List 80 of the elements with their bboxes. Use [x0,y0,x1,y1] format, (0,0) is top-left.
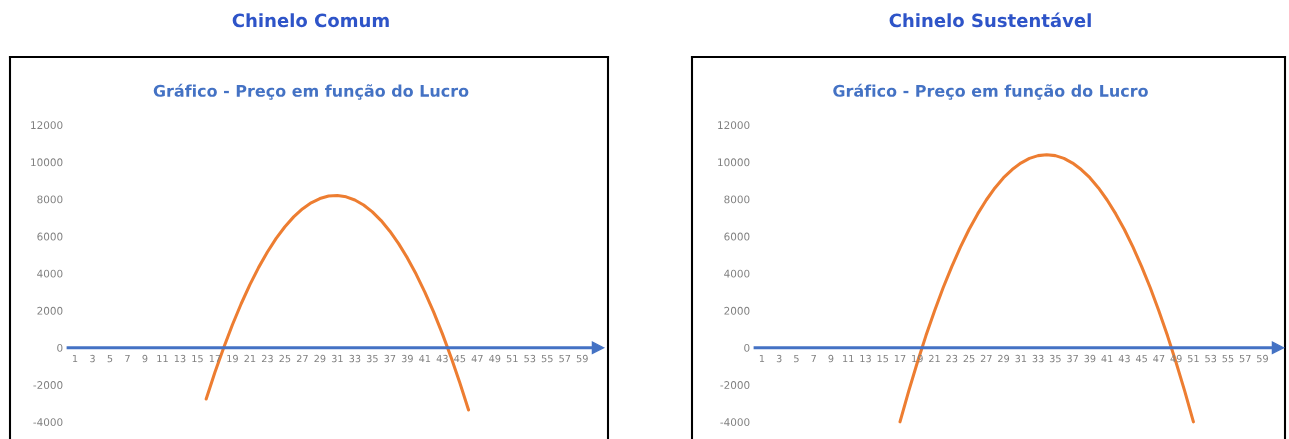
x-tick-label: 27 [980,354,992,363]
x-tick-label: 47 [1153,354,1165,363]
x-tick-label: 45 [1135,354,1147,363]
x-tick-label: 55 [1222,354,1234,363]
x-tick-label: 33 [349,354,361,363]
x-tick-label: 47 [471,354,483,363]
x-tick-label: 59 [1257,354,1268,363]
x-tick-label: 9 [828,354,834,363]
x-tick-label: 15 [877,354,889,363]
x-tick-label: 35 [1049,354,1061,363]
x-tick-label: 41 [419,354,431,363]
x-tick-label: 7 [811,354,816,363]
y-tick-label: 10000 [718,158,750,167]
x-tick-label: 5 [794,354,799,363]
x-tick-label: 43 [436,354,448,363]
x-tick-label: 53 [1205,354,1217,363]
x-tick-label: 35 [366,354,378,363]
x-tick-label: 33 [1032,354,1044,363]
x-tick-label: 57 [559,354,571,363]
x-tick-label: 9 [142,354,148,363]
x-tick-label: 21 [929,354,940,363]
x-tick-label: 45 [454,354,466,363]
x-tick-label: 13 [174,354,186,363]
x-tick-label: 15 [192,354,203,363]
x-tick-label: 13 [860,354,871,363]
x-tick-label: 49 [489,354,501,363]
y-tick-label: 4000 [37,269,63,278]
x-tick-label: 57 [1239,354,1251,363]
line-series [204,194,471,412]
x-tick-label: 7 [125,354,130,363]
y-tick-label: 12000 [718,121,750,130]
x-tick-label: 59 [576,354,588,363]
x-tick-label: 21 [244,354,256,363]
y-tick-label: 8000 [37,195,63,204]
x-tick-label: 29 [998,354,1010,363]
x-tick-label: 25 [963,354,975,363]
y-tick-label: 8000 [724,195,750,204]
chart-subtitle: Gráfico - Preço em função do Lucro [153,83,469,100]
x-tick-label: 25 [279,354,291,363]
x-tick-label: 53 [524,354,536,363]
x-tick-label: 41 [1101,354,1113,363]
x-tick-label: 27 [296,354,308,363]
x-tick-label: 37 [384,354,396,363]
chart-title: Chinelo Sustentável [889,12,1091,28]
y-tick-label: 6000 [37,232,63,241]
x-tick-label: 19 [227,354,238,363]
y-tick-label: 2000 [724,306,750,315]
x-tick-label: 39 [1084,354,1096,363]
x-tick-label: 37 [1067,354,1078,363]
x-tick-label: 39 [401,354,413,363]
x-tick-label: 23 [946,354,958,363]
chart-subtitle: Gráfico - Preço em função do Lucro [833,83,1148,100]
x-tick-label: 51 [1187,354,1199,363]
y-tick-label: 12000 [31,121,63,130]
y-tick-label: 10000 [31,158,63,167]
y-tick-label: 4000 [724,269,750,278]
y-tick-label: 0 [57,343,63,352]
y-tick-label: 6000 [724,232,750,241]
x-tick-label: 1 [72,354,78,363]
x-tick-label: 3 [90,354,95,363]
x-tick-label: 1 [759,354,765,363]
x-tick-label: 55 [541,354,553,363]
x-tick-label: 11 [843,354,854,363]
x-tick-label: 17 [894,354,906,363]
y-tick-label: -2000 [720,381,750,389]
x-tick-label: 23 [261,354,273,363]
x-tick-label: 51 [506,354,518,363]
x-tick-label: 5 [107,354,113,363]
x-tick-label: 31 [1015,354,1027,363]
x-tick-label: 43 [1118,354,1130,363]
y-tick-label: -2000 [33,381,63,389]
x-tick-label: 11 [157,354,168,363]
x-tick-label: 3 [776,354,782,363]
y-tick-label: 2000 [37,306,63,315]
x-tick-label: 31 [331,354,343,363]
y-tick-label: -4000 [720,418,750,427]
y-tick-label: 0 [744,343,750,352]
y-tick-label: -4000 [33,418,63,427]
chart-title: Chinelo Comum [232,13,389,28]
x-tick-label: 29 [314,354,326,363]
